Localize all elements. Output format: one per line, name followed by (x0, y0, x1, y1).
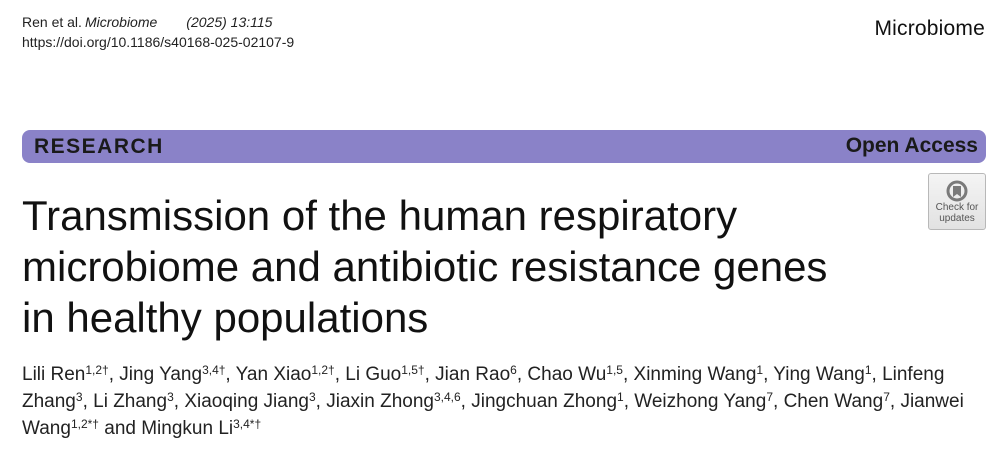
open-access-label: Open Access (845, 134, 978, 157)
author-name[interactable]: Jiaxin Zhong3,4,6 (326, 391, 460, 412)
author-name[interactable]: Mingkun Li3,4*† (141, 418, 261, 439)
author-affiliation: 7 (883, 390, 890, 404)
author-separator: , (460, 391, 472, 412)
author-name-text: Jing Yang (119, 364, 203, 385)
author-name[interactable]: Xinming Wang1 (634, 364, 764, 385)
author-name-text: Yan Xiao (235, 364, 312, 385)
author-short: Ren et al. (22, 14, 82, 30)
article-type-label: RESEARCH (34, 135, 164, 158)
doi-link[interactable]: https://doi.org/10.1186/s40168-025-02107… (22, 34, 295, 50)
author-name[interactable]: Ying Wang1 (773, 364, 871, 385)
author-affiliation: 6 (510, 363, 517, 377)
author-name-text: Jiaxin Zhong (326, 391, 434, 412)
author-name-text: Xiaoqing Jiang (184, 391, 309, 412)
author-separator: , (108, 364, 120, 385)
author-separator: , (623, 391, 635, 412)
author-separator: , (424, 364, 436, 385)
author-name[interactable]: Jing Yang3,4† (119, 364, 225, 385)
author-name-text: Li Guo (345, 364, 402, 385)
author-name-text: Lili Ren (22, 364, 86, 385)
citation-line: Ren et al. Microbiome (2025) 13:115 (22, 12, 294, 32)
author-name-text: Jianwei Wang (22, 391, 964, 439)
title-line-3: in healthy populations (22, 294, 429, 341)
author-affiliation: 3,4,6 (433, 390, 461, 404)
author-affiliation: 1,2† (311, 363, 335, 377)
author-affiliation: 1 (864, 363, 872, 377)
author-name[interactable]: Jingchuan Zhong1 (471, 391, 623, 412)
author-name[interactable]: Chao Wu1,5 (527, 364, 623, 385)
journal-italic: Microbiome (84, 14, 158, 30)
author-separator: , (334, 364, 346, 385)
author-affiliation: 1 (617, 390, 624, 404)
author-affiliation: 1,2*† (70, 417, 99, 431)
author-separator: , (225, 364, 236, 385)
author-affiliation: 1,5 (606, 363, 623, 377)
author-name-text: Li Zhang (93, 391, 168, 412)
author-affiliation: 3,4† (202, 363, 226, 377)
author-name[interactable]: Jian Rao6 (435, 364, 517, 385)
author-name-text: Jingchuan Zhong (471, 391, 618, 412)
author-separator: , (622, 364, 634, 385)
check-for-updates-icon (946, 180, 968, 202)
author-separator: , (516, 364, 528, 385)
author-name[interactable]: Xiaoqing Jiang3 (184, 391, 315, 412)
author-separator: , (773, 391, 784, 412)
check-for-updates-line1: Check for (935, 202, 979, 213)
author-name-text: Linfeng Zhang (22, 364, 945, 412)
author-name[interactable]: Chen Wang7 (784, 391, 890, 412)
author-affiliation: 1,5† (401, 363, 425, 377)
author-name-text: Jian Rao (435, 364, 511, 385)
author-name[interactable]: Li Guo1,5† (345, 364, 424, 385)
author-separator: , (82, 391, 94, 412)
author-name[interactable]: Li Zhang3 (93, 391, 174, 412)
article-title: Transmission of the human respiratory mi… (22, 190, 922, 343)
author-name-text: Chen Wang (783, 391, 884, 412)
author-name-text: Mingkun Li (141, 418, 234, 439)
author-name[interactable]: Jianwei Wang1,2*† (22, 391, 964, 439)
author-name[interactable]: Weizhong Yang7 (634, 391, 773, 412)
author-affiliation: 3,4*† (233, 417, 262, 431)
author-separator: , (889, 391, 901, 412)
author-separator: and (98, 418, 142, 439)
author-separator: , (315, 391, 327, 412)
author-name-text: Xinming Wang (633, 364, 757, 385)
author-separator: , (763, 364, 774, 385)
author-list: Lili Ren1,2†, Jing Yang3,4†, Yan Xiao1,2… (22, 361, 982, 442)
author-affiliation: 7 (766, 390, 773, 404)
author-name[interactable]: Yan Xiao1,2† (236, 364, 335, 385)
author-affiliation: 3 (167, 390, 174, 404)
author-name[interactable]: Linfeng Zhang3 (22, 364, 944, 412)
author-affiliation: 1,2† (85, 363, 109, 377)
author-separator: , (871, 364, 883, 385)
journal-name: Microbiome (874, 17, 985, 40)
title-line-1: Transmission of the human respiratory (22, 192, 738, 239)
article-type-banner: RESEARCH Open Access (22, 130, 986, 163)
author-name-text: Chao Wu (527, 364, 607, 385)
author-name-text: Weizhong Yang (634, 391, 767, 412)
author-affiliation: 3 (308, 390, 316, 404)
year-volume: (2025) 13:115 (186, 14, 273, 30)
citation-header: Ren et al. Microbiome (2025) 13:115 https:… (22, 12, 294, 52)
author-affiliation: 3 (75, 390, 83, 404)
check-for-updates-button[interactable]: Check for updates (928, 173, 986, 230)
check-for-updates-line2: updates (939, 213, 975, 224)
author-separator: , (173, 391, 185, 412)
author-name[interactable]: Lili Ren1,2† (22, 364, 109, 385)
title-line-2: microbiome and antibiotic resistance gen… (22, 243, 828, 290)
author-affiliation: 1 (756, 363, 764, 377)
author-name-text: Ying Wang (773, 364, 865, 385)
